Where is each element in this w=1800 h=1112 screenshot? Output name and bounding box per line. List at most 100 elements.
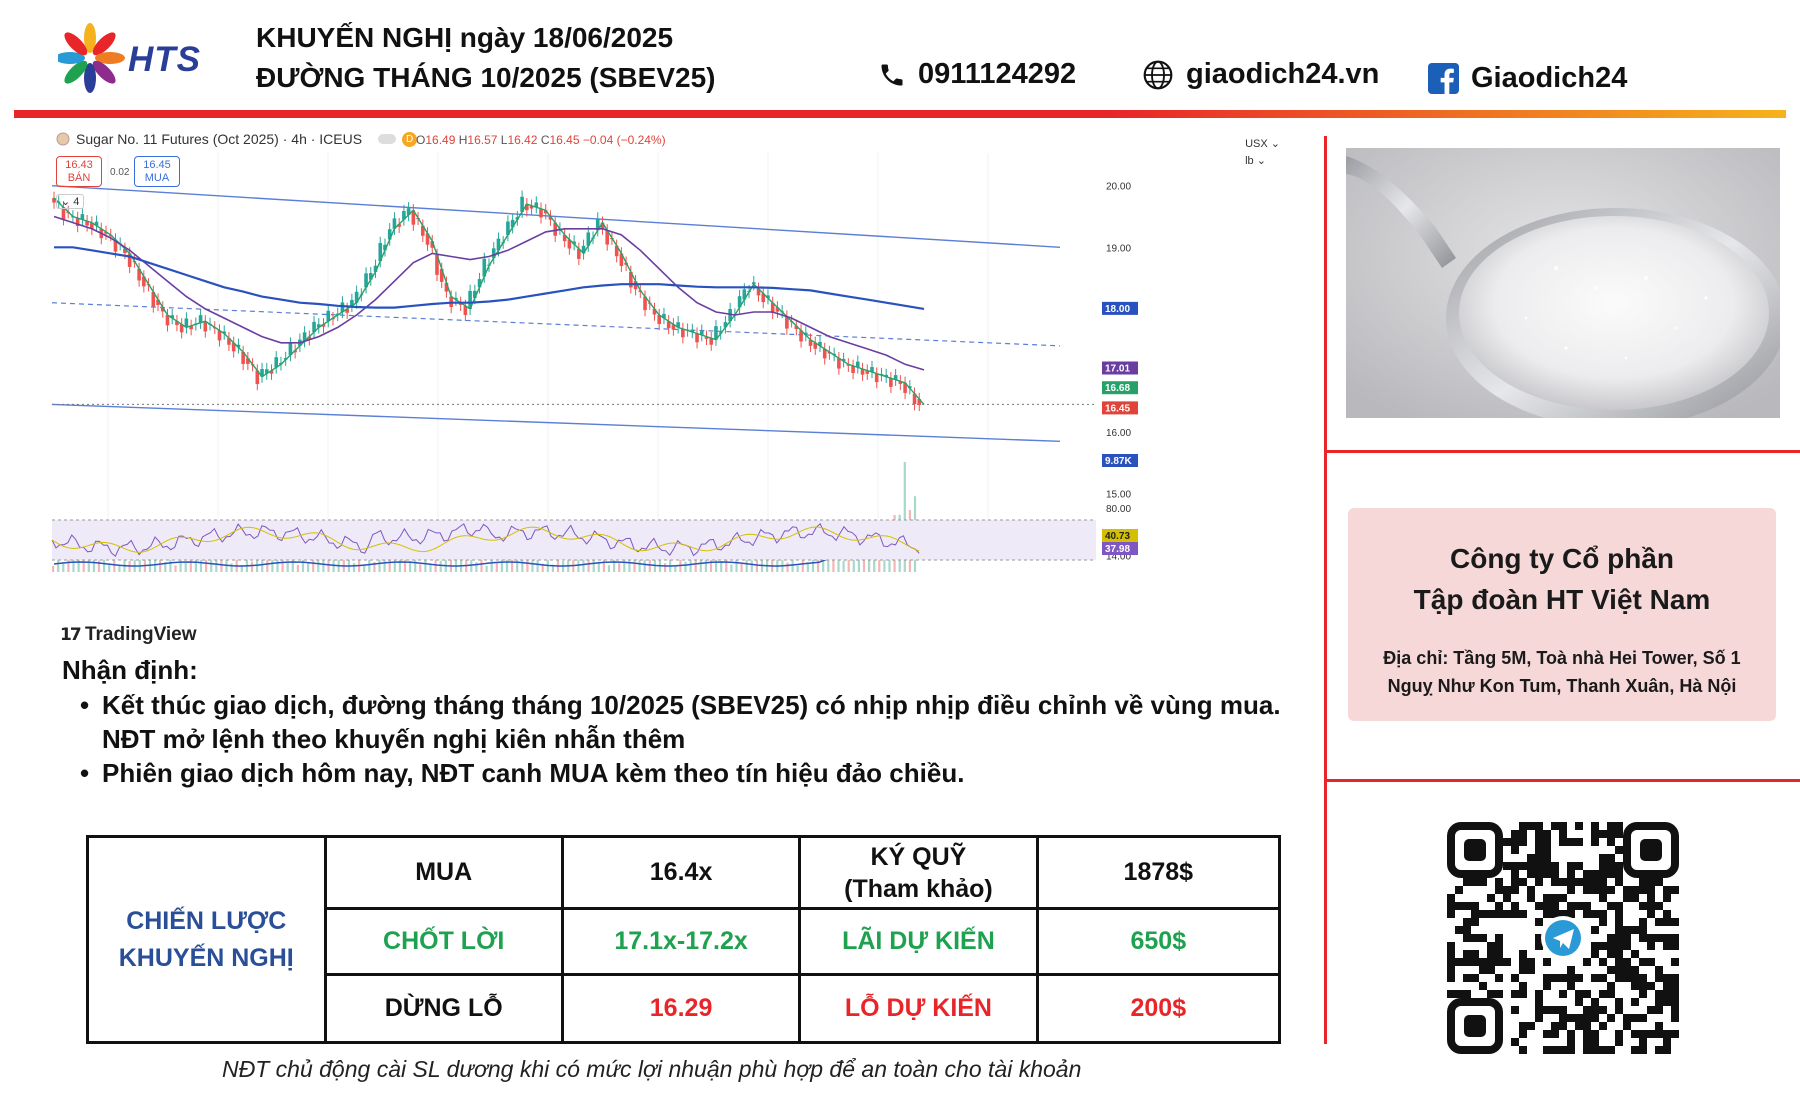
qr-module [1663,1038,1671,1046]
qr-module [1559,894,1567,902]
volume-bar [444,553,447,572]
spread-value: 0.02 [110,167,130,178]
qr-module [1543,1030,1551,1038]
chart-plot[interactable]: 20.0019.0018.0017.0016.0015.0014.0080.00… [48,128,1308,648]
qr-module [1591,1046,1599,1054]
candle-body [179,324,184,333]
tradingview-watermark: 𝟭𝟳 TradingView [60,624,197,646]
facebook-link[interactable]: Giaodich24 [1428,62,1627,95]
qr-module [1639,1014,1647,1022]
qr-module [1663,918,1671,926]
candle-body [770,302,775,314]
qr-module [1623,886,1631,894]
qr-module [1623,1014,1631,1022]
qr-module [1511,974,1519,982]
qr-module [1471,934,1479,942]
candle-body [534,202,539,208]
candle-body [860,368,865,375]
qr-module [1607,854,1615,862]
price-label: 9.87K [1105,456,1132,467]
qr-module [1447,974,1455,982]
volume-bar [429,564,432,572]
price-label: 17.01 [1105,364,1130,375]
volume-bar [347,552,350,572]
qr-code-image [1447,822,1679,1054]
website-link[interactable]: giaodich24.vn [1142,58,1379,91]
candle-body [742,289,747,300]
qr-module [1511,910,1519,918]
stop-loss-price-cell: 16.29 [560,973,802,1044]
right-divider-1 [1324,450,1800,453]
qr-module [1615,902,1623,910]
qr-module [1559,990,1567,998]
candle-body [203,321,208,332]
candle-body [477,279,482,288]
qr-module [1551,1006,1559,1014]
qr-module [1535,822,1543,830]
qr-module [1607,950,1615,958]
candle-body [917,398,922,405]
margin-label-line1: KÝ QUỸ [870,842,967,871]
telegram-qr-code[interactable] [1443,819,1683,1057]
qr-module [1583,1030,1591,1038]
qr-module [1455,902,1463,910]
qr-module [1655,990,1663,998]
candle-body [912,393,917,405]
facebook-text: Giaodich24 [1471,62,1628,94]
candle-body [435,254,439,275]
price-label-bg [1102,381,1138,395]
candle-body [321,324,326,327]
qr-module [1543,846,1551,854]
qr-module [1527,822,1535,830]
qr-module [1671,1006,1679,1014]
indicators-collapse-button[interactable]: ⌄ 4 [56,194,85,209]
volume-bar [658,552,662,572]
company-info-box: Công ty Cổ phần Tập đoàn HT Việt Nam Địa… [1348,508,1776,721]
buy-price: 16.45 [143,159,171,171]
volume-bar [781,552,784,572]
qr-module [1615,822,1623,830]
eye-toggle-icon[interactable] [378,134,397,144]
qr-module [1607,822,1615,830]
qr-module [1575,1014,1583,1022]
buy-button[interactable]: 16.45 MUA [134,156,180,187]
volume-bar [460,554,463,572]
qr-module [1567,1046,1575,1054]
qr-module [1535,862,1543,870]
qr-module [1639,934,1647,942]
volume-bar [383,558,386,572]
qr-module [1527,966,1535,974]
qr-module [1511,1006,1519,1014]
qr-module [1663,990,1671,998]
qr-module [1615,846,1623,854]
candle-body [75,217,80,227]
qr-module [1471,910,1479,918]
qr-module [1447,990,1455,998]
volume-bar [577,555,580,572]
qr-module [1631,894,1639,902]
logo-text: HTS [128,40,201,79]
header-title-line2: ĐƯỜNG THÁNG 10/2025 (SBEV25) [256,62,716,93]
volume-bar [194,559,197,572]
candle-body [506,221,510,235]
candle-body [874,373,879,383]
candle-body [312,321,316,332]
candle-body [222,331,227,334]
volume-bar [245,552,248,572]
candle-body [198,315,203,323]
phone-contact[interactable]: 0911124292 [878,58,1076,91]
tradingview-chart[interactable]: 20.0019.0018.0017.0016.0015.0014.0080.00… [48,128,1308,648]
take-profit-action-cell: CHỐT LỜI [323,907,564,976]
volume-bar [52,566,55,572]
qr-module [1663,974,1671,982]
qr-module [1511,862,1519,870]
qr-module [1599,1046,1607,1054]
unit-selector[interactable]: USX ⌄ lb ⌄ [1245,138,1280,167]
volume-bar [419,564,422,572]
qr-module [1495,934,1503,942]
qr-finder-inner [1464,839,1486,861]
qr-module [1671,918,1679,926]
qr-module [1567,878,1575,886]
qr-module [1639,1046,1647,1054]
sell-button[interactable]: 16.43 BÁN [56,156,102,187]
